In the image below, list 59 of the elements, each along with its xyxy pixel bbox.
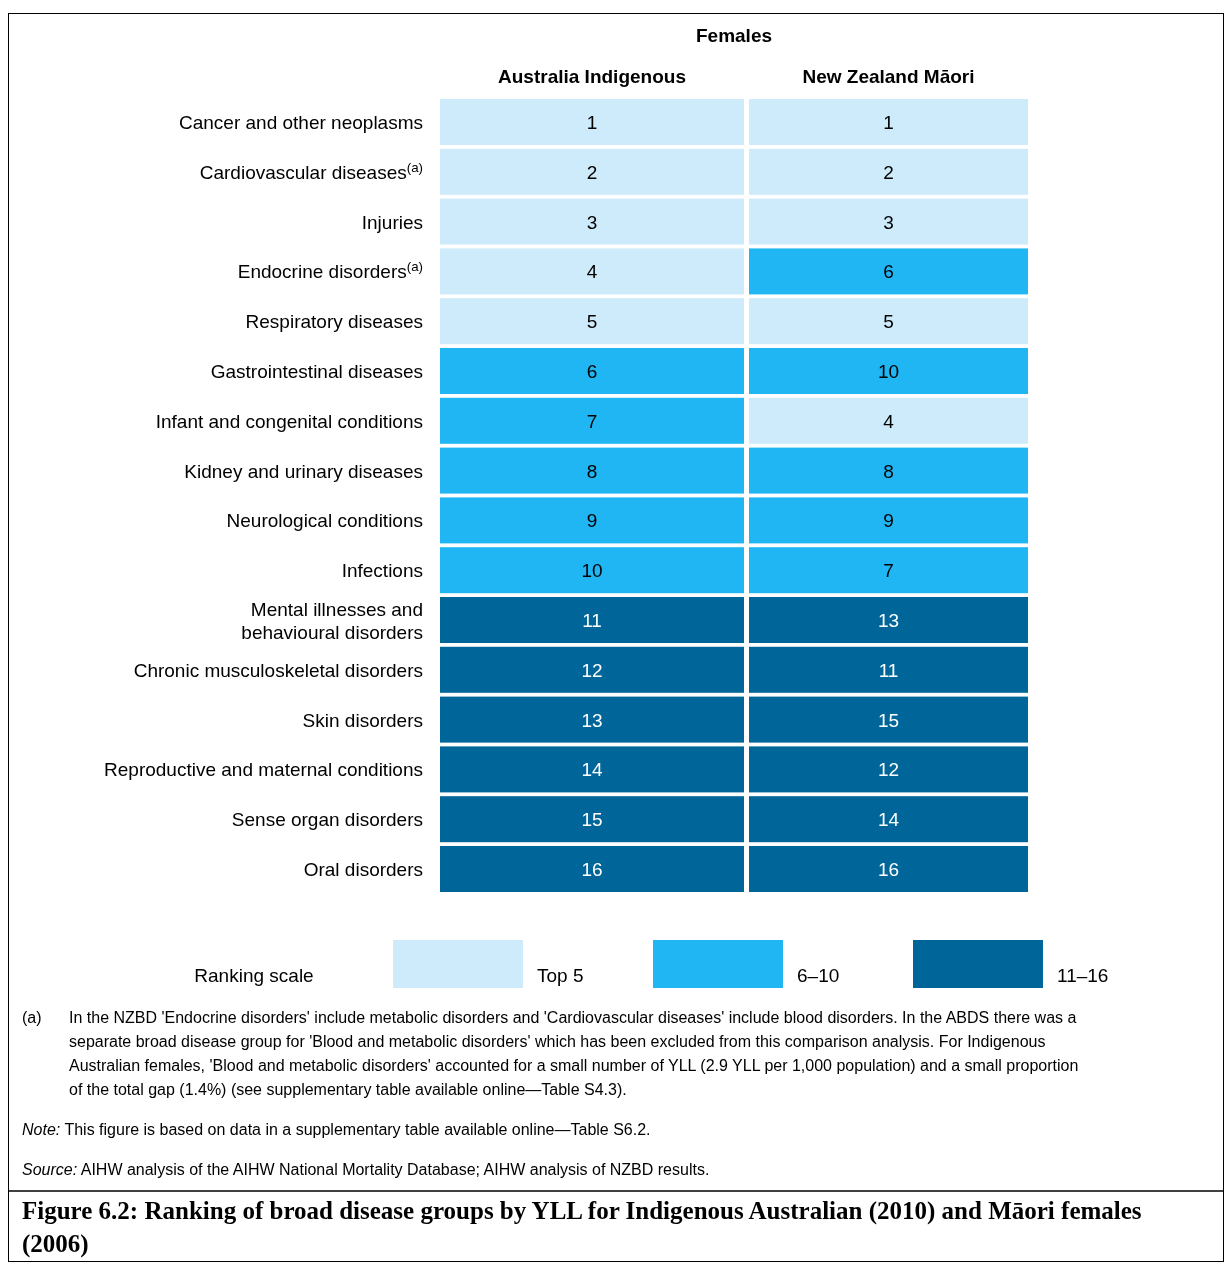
data-label: 5: [883, 311, 894, 333]
data-label: 8: [586, 460, 598, 482]
data-label: 2: [883, 161, 894, 183]
data-label: 12: [877, 759, 900, 781]
y-tick-label: Reproductive and maternal conditions: [104, 759, 423, 781]
data-label: 1: [883, 112, 894, 133]
data-label: 16: [877, 859, 900, 880]
data-label: 4: [586, 261, 598, 283]
y-tick-label: Cancer and other neoplasms: [179, 112, 423, 133]
data-label: 16: [581, 859, 603, 880]
data-label: 3: [586, 211, 598, 233]
data-label: 13: [581, 709, 603, 731]
data-label: 7: [883, 560, 894, 582]
data-label: 15: [581, 809, 603, 831]
legend-title: Ranking scale: [194, 965, 314, 986]
data-label: 4: [883, 410, 895, 432]
data-label: 7: [586, 410, 598, 432]
data-label: 10: [877, 361, 900, 382]
y-tick-label: Skin disorders: [302, 709, 423, 731]
y-tick-label: Sense organ disorders: [231, 809, 423, 831]
data-label: 11: [878, 659, 899, 681]
data-label: 11: [582, 610, 602, 631]
source-note: Source: AIHW analysis of the AIHW National Mortality Database; AIHW analysis of NZBD results.: [22, 1161, 710, 1178]
y-tick-label: Mental illnesses and behavioural disorders: [241, 598, 423, 643]
data-label: 10: [581, 560, 603, 582]
y-tick-label: Respiratory diseases: [245, 311, 423, 333]
y-tick-label: Infant and congenital conditions: [155, 410, 423, 432]
text: Top 5: [537, 965, 584, 986]
y-tick-label: Chronic musculoskeletal disorders: [133, 659, 423, 681]
data-label: 8: [883, 460, 894, 482]
y-tick-label: Kidney and urinary diseases: [184, 460, 423, 482]
data-label: 14: [877, 809, 900, 831]
data-label: 2: [586, 161, 598, 183]
y-tick-label: Cardiovascular diseases$^{(a)}$: [199, 159, 423, 183]
data-label: 9: [883, 510, 894, 532]
text: Figure 6.2: Ranking of broad disease groups by YLL for Indigenous Australian (2010) and Māori females (2006): [22, 1197, 1142, 1258]
data-label: 14: [581, 759, 603, 781]
y-tick-label: Endocrine disorders$^{(a)}$: [237, 258, 423, 283]
x-tick-label: New Zealand Māori: [802, 66, 975, 87]
data-label: 15: [877, 709, 900, 731]
y-tick-label: Neurological conditions: [226, 510, 423, 532]
data-label: 12: [581, 659, 603, 681]
text: Note: This figure is based on data in a supplementary table available online—Table S6.2.: [22, 1121, 651, 1138]
x-tick-label: Australia Indigenous: [498, 66, 686, 87]
data-label: 3: [883, 211, 894, 233]
y-tick-label: Infections: [341, 560, 423, 582]
chart-subtitle: Females: [695, 25, 773, 46]
text: (a) In the NZBD 'Endocrine disorders' include metabolic disorders and 'Cardiovascular diseases' include blood disorders. In the ABDS there was a separate broad disease group for 'Blood and metabolic disorders' which has been excluded from this comparison analysis. For Indigenous Australian females, 'Blood and metabolic disorders' accounted for a small number of YLL (2.9 YLL per 1,000 population) and a small proportion of the total gap (1.4%) (see supplementary table available online—Table S4.3).: [22, 1009, 1079, 1098]
data-label: 13: [877, 610, 900, 631]
data-label: 6: [586, 361, 598, 382]
y-tick-label: Gastrointestinal diseases: [210, 361, 423, 382]
text: 11–16: [1057, 965, 1109, 986]
y-tick-label: Injuries: [361, 211, 423, 233]
data-label: 1: [586, 112, 598, 133]
data-label: 6: [883, 261, 894, 283]
data-label: 5: [586, 311, 598, 333]
data-label: 9: [586, 510, 598, 532]
y-tick-label: Oral disorders: [303, 859, 423, 880]
text: 6–10: [797, 965, 840, 986]
